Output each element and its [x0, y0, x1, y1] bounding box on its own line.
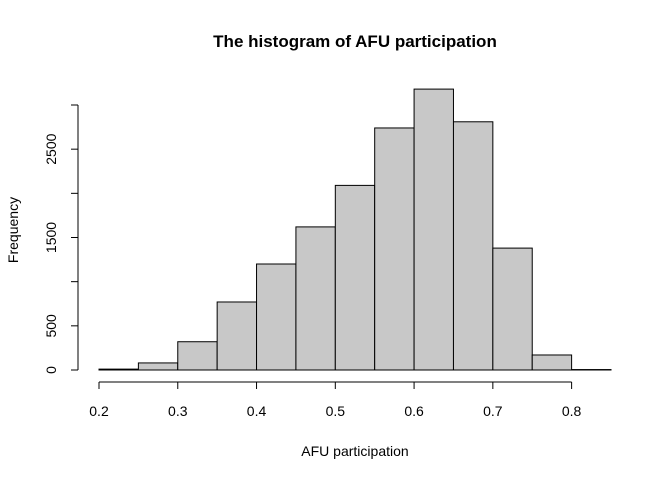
y-axis-label: Frequency: [5, 197, 21, 263]
chart-title: The histogram of AFU participation: [213, 32, 497, 51]
x-tick-label: 0.6: [404, 403, 424, 419]
x-tick-label: 0.4: [247, 403, 267, 419]
histogram-bar: [98, 368, 139, 371]
x-axis: 0.2 0.3 0.4 0.5 0.6 0.7 0.8: [89, 381, 582, 419]
y-tick-label: 500: [43, 314, 59, 338]
histogram-bar: [216, 301, 258, 371]
y-axis: 0 500 1500 2500: [43, 104, 79, 374]
histogram-bar: [177, 341, 218, 371]
histogram-bar: [413, 88, 454, 371]
histogram-bar: [334, 184, 376, 371]
x-tick-label: 0.8: [562, 403, 582, 419]
histogram-bar: [137, 362, 179, 371]
x-axis-label: AFU participation: [301, 443, 408, 459]
x-tick-label: 0.5: [326, 403, 346, 419]
histogram-bar: [492, 247, 533, 371]
x-tick-label: 0.3: [168, 403, 188, 419]
bars-group: [98, 88, 612, 371]
histogram-bar: [256, 263, 297, 371]
histogram-bar: [295, 226, 336, 371]
y-tick-label: 0: [43, 366, 59, 374]
x-tick-label: 0.2: [89, 403, 109, 419]
histogram-bar: [374, 127, 415, 371]
x-tick-label: 0.7: [483, 403, 503, 419]
y-tick-label: 2500: [43, 133, 59, 164]
histogram-bar: [531, 354, 573, 371]
y-tick-label: 1500: [43, 222, 59, 253]
histogram-bar: [452, 121, 494, 371]
